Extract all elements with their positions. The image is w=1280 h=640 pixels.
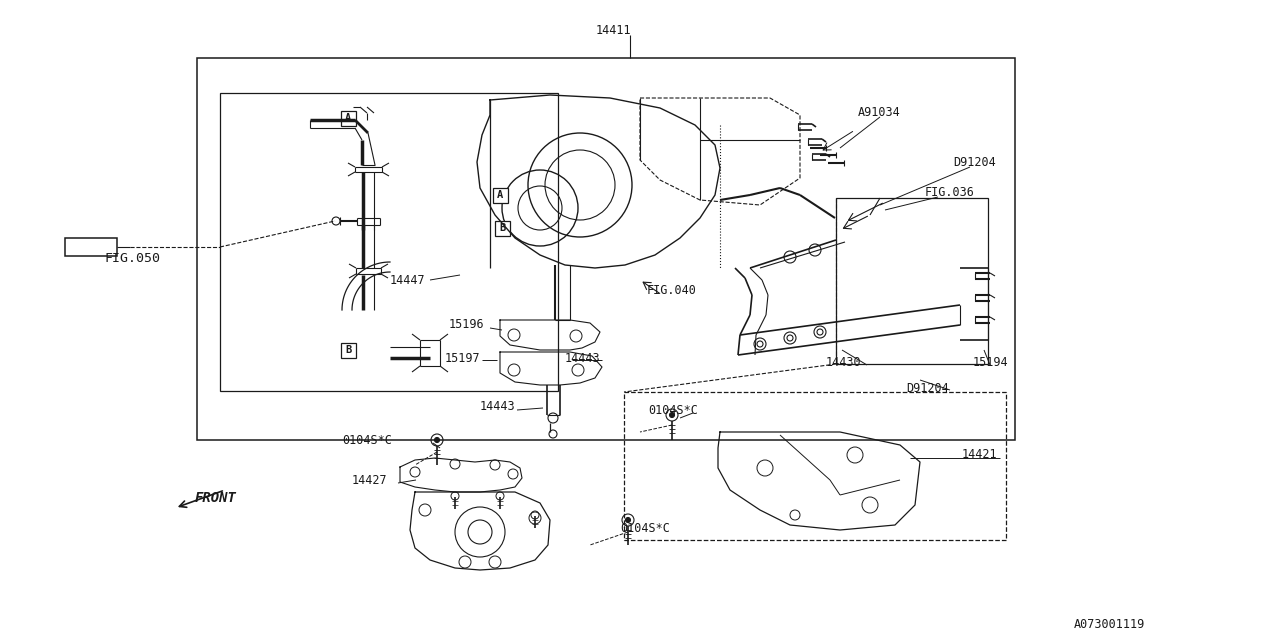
Text: A91034: A91034 [858, 106, 901, 120]
Text: 14447: 14447 [390, 273, 426, 287]
Circle shape [626, 518, 631, 522]
Text: 0104S*C: 0104S*C [648, 403, 698, 417]
Text: FIG.040: FIG.040 [646, 284, 696, 296]
Text: FIG.036: FIG.036 [925, 186, 975, 200]
Text: FIG.050: FIG.050 [105, 252, 161, 264]
Text: A: A [497, 190, 503, 200]
Text: 14443: 14443 [480, 401, 516, 413]
Bar [625, 392, 1006, 540]
Text: D91204: D91204 [906, 381, 948, 394]
Circle shape [669, 413, 675, 417]
Bar [340, 111, 356, 126]
Text: 14443: 14443 [564, 351, 600, 365]
Text: 14427: 14427 [352, 474, 388, 486]
Text: D91204: D91204 [954, 157, 996, 170]
Text: 0104S*C: 0104S*C [342, 433, 392, 447]
Text: 15194: 15194 [973, 355, 1009, 369]
Text: A073001119: A073001119 [1074, 618, 1146, 632]
Bar [495, 221, 509, 236]
Text: 14411: 14411 [596, 24, 631, 36]
Bar [220, 93, 558, 391]
Text: 14430: 14430 [826, 355, 861, 369]
Text: B: B [344, 345, 351, 355]
Text: 15196: 15196 [449, 319, 485, 332]
Bar [197, 58, 1015, 440]
Circle shape [434, 438, 439, 442]
Text: 14421: 14421 [963, 449, 997, 461]
Bar [493, 188, 508, 203]
Text: FRONT: FRONT [195, 491, 237, 505]
Bar [65, 238, 116, 256]
Text: A: A [344, 113, 351, 123]
Text: 0104S*C: 0104S*C [620, 522, 669, 534]
Text: 15197: 15197 [445, 351, 480, 365]
Bar [836, 198, 988, 364]
Bar [340, 343, 356, 358]
Text: B: B [499, 223, 506, 233]
